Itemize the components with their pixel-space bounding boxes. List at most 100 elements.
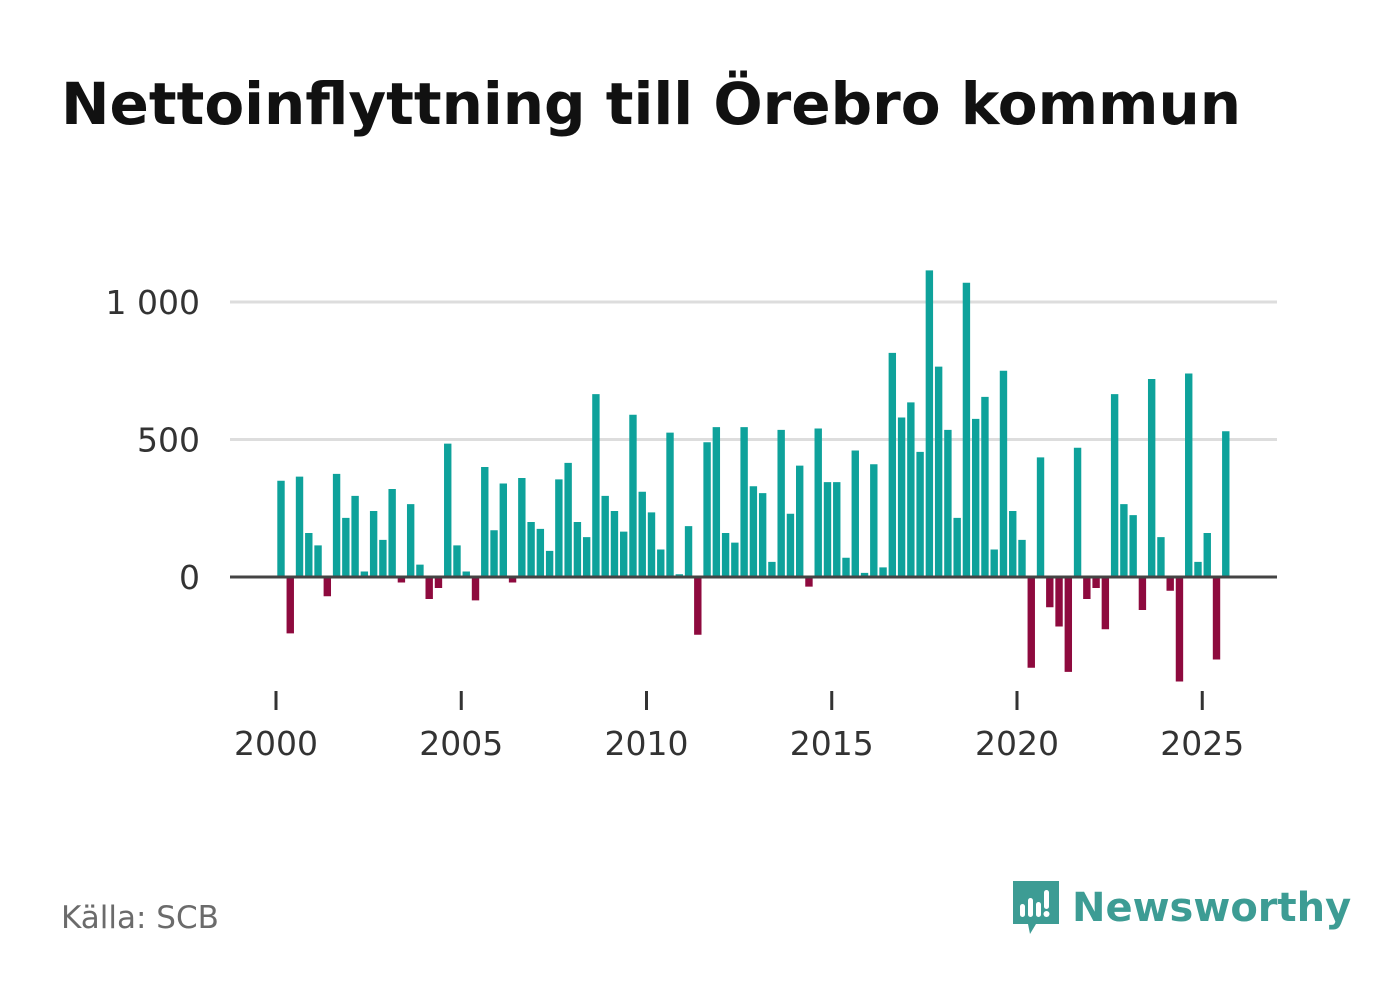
bar-negative (1046, 577, 1054, 608)
bar-positive (601, 495, 609, 578)
bar-positive (620, 531, 628, 578)
bar-positive (369, 511, 378, 577)
bar-positive (786, 513, 795, 577)
bar-negative (508, 577, 517, 583)
bar-positive (981, 396, 989, 578)
bar-positive (388, 489, 396, 577)
bar-negative (323, 577, 332, 597)
bar-positive (555, 479, 563, 578)
bar-positive (536, 528, 545, 578)
x-tick-label: 2000 (234, 724, 318, 763)
bar-positive (703, 442, 711, 577)
gridlines (230, 300, 1277, 441)
bar-positive (860, 572, 869, 578)
bar-negative (694, 577, 702, 635)
bar-negative (1212, 577, 1221, 660)
y-tick-label: 500 (137, 421, 200, 460)
bar-positive (879, 567, 887, 578)
bar-positive (1157, 537, 1165, 578)
bar-positive (481, 467, 489, 577)
bar-positive (749, 486, 758, 577)
bar-positive (777, 429, 785, 578)
bar-positive (499, 483, 507, 577)
brand: Newsworthy (1010, 878, 1351, 938)
bar-positive (870, 464, 878, 577)
bar-negative (1138, 577, 1147, 610)
bar-positive (1147, 379, 1156, 577)
bar-positive (907, 402, 915, 578)
bar-positive (721, 533, 730, 577)
bar-positive (1018, 539, 1026, 578)
bar-negative (1101, 577, 1110, 630)
bar-positive (758, 493, 767, 578)
bar-positive (962, 282, 971, 577)
bar-positive (684, 526, 693, 578)
x-tick-label: 2015 (790, 724, 874, 763)
bar-negative (1064, 577, 1073, 672)
bar-negative (1175, 577, 1184, 682)
newsworthy-logo-icon (1013, 881, 1059, 934)
bar-positive (332, 473, 341, 578)
bar-positive (1222, 431, 1230, 577)
bar-negative (425, 577, 433, 599)
bar-negative (1027, 577, 1035, 668)
bar-positive (610, 511, 619, 577)
bar-positive (934, 366, 943, 578)
bar-positive (360, 571, 369, 577)
bar-positive (1036, 457, 1045, 578)
bar-positive (833, 482, 841, 578)
bar-positive (453, 545, 461, 578)
bar-positive (638, 491, 646, 577)
bar-positive (814, 428, 822, 577)
bar-positive (944, 429, 952, 578)
bar-positive (1129, 515, 1137, 578)
y-tick-label: 0 (179, 558, 200, 597)
x-axis: 2000 2005 2010 2015 2020 2025 (234, 691, 1244, 763)
bar-positive (1194, 561, 1202, 578)
bar-positive (351, 495, 359, 578)
bar-negative (1055, 577, 1063, 627)
bar-positive (990, 549, 998, 577)
bar-positive (740, 427, 748, 578)
bar-positive (971, 418, 980, 578)
bar-positive (462, 571, 470, 577)
bar-negative (805, 577, 813, 587)
bar-negative (1092, 577, 1100, 588)
bar-positive (647, 512, 656, 578)
x-tick-label: 2020 (975, 724, 1059, 763)
bar-positive (545, 550, 554, 578)
bar-positive (592, 394, 600, 578)
bar-positive (999, 370, 1008, 577)
bar-positive (406, 504, 415, 578)
bar-negative (1166, 577, 1174, 591)
bar-negative (471, 577, 480, 601)
bar-positive (1110, 394, 1119, 578)
y-axis-labels: 0 500 1 000 (106, 283, 200, 597)
bar-positive (842, 557, 850, 577)
bar-positive (657, 549, 665, 577)
bar-positive (712, 427, 721, 578)
bar-negative (434, 577, 443, 588)
bar-positive (582, 537, 591, 578)
bar-positive (1073, 447, 1082, 577)
x-tick-label: 2010 (605, 724, 689, 763)
x-tick-label: 2025 (1160, 724, 1244, 763)
bar-negative (1083, 577, 1091, 599)
bar-positive (916, 451, 924, 578)
bar-positive (666, 432, 674, 578)
bar-positive (444, 443, 452, 578)
bar-positive (305, 533, 313, 577)
bar-positive (851, 450, 859, 577)
bar-positive (888, 352, 897, 578)
bar-positive (416, 564, 424, 578)
bar-positive (953, 517, 961, 578)
bar-positive (768, 561, 776, 578)
bar-positive (629, 414, 637, 577)
bar-positive (342, 517, 350, 578)
source-label: Källa: SCB (61, 900, 219, 936)
x-tick-label: 2005 (419, 724, 503, 763)
brand-name: Newsworthy (1072, 885, 1352, 931)
bar-positive (295, 476, 304, 578)
bar-positive (1185, 373, 1193, 577)
